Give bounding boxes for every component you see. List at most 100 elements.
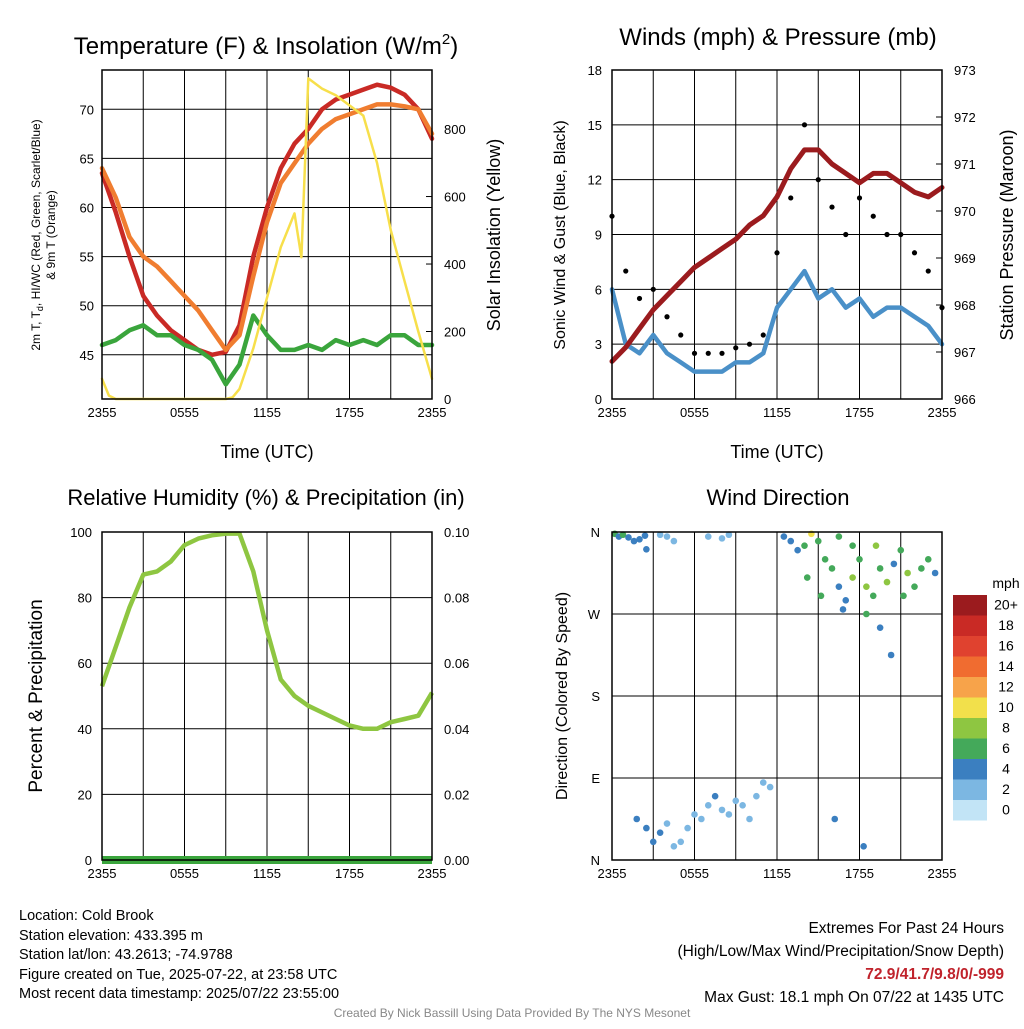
winds-y2tick-label: 968 — [954, 298, 976, 313]
winds-y2tick-label: 973 — [954, 63, 976, 78]
winds-xtick-label: 1755 — [845, 405, 874, 420]
winds-series-1-point — [788, 195, 794, 201]
direction-ytick-label: E — [591, 771, 600, 786]
temperature-plot: 2355 0555 1155 1755 2355 45 50 55 60 65 70 0 200 400 6… — [80, 69, 466, 420]
direction-point — [625, 534, 632, 541]
winds-series-0-line — [609, 268, 945, 374]
direction-colorbar: 20+ 18 16 14 12 10 8 6 4 2 0 — [953, 595, 1018, 821]
direction-ylabel-left: Direction (Colored By Speed) — [554, 592, 571, 800]
direction-xtick-label: 2355 — [928, 866, 957, 881]
temperature-y2tick-label: 200 — [444, 325, 466, 340]
temperature-ytick-label: 65 — [80, 151, 94, 166]
humidity-title: Relative Humidity (%) & Precipitation (i… — [67, 485, 464, 510]
recent-timestamp: Most recent data timestamp: 2025/07/22 2… — [19, 986, 340, 1002]
colorbar-label: 4 — [1002, 761, 1010, 777]
direction-point — [684, 824, 691, 832]
temperature-series-1-line — [99, 102, 435, 353]
temperature-ytick-label: 50 — [80, 299, 94, 314]
direction-point — [835, 533, 843, 540]
direction-point — [904, 569, 911, 577]
winds-series-1-point — [760, 332, 766, 338]
colorbar-label: 18 — [998, 617, 1014, 633]
direction-frame — [611, 531, 943, 861]
station-elevation: Station elevation: 433.395 m — [19, 927, 203, 944]
temperature-xlabel: Time (UTC) — [220, 442, 313, 462]
direction-point — [911, 583, 918, 590]
humidity-ytick-label: 80 — [78, 591, 92, 606]
humidity-ytick-label: 20 — [78, 787, 92, 802]
direction-point — [821, 556, 829, 563]
colorbar-swatch — [953, 615, 987, 636]
direction-point — [839, 606, 847, 613]
direction-panel: Wind Direction 2355 0555 1155 1755 2355NESWN… — [554, 485, 1020, 881]
temperature-title: Temperature (F) & Insolation (W/m2) — [74, 31, 458, 60]
winds-series-1-point — [623, 268, 629, 274]
station-info: Location: Cold Brook Station elevation: … — [19, 907, 339, 1005]
temperature-title-end: ) — [450, 33, 458, 60]
winds-xlabel: Time (UTC) — [730, 442, 823, 462]
colorbar-swatch — [953, 636, 987, 657]
direction-point — [876, 565, 884, 572]
direction-point — [704, 533, 712, 540]
temperature-xtick-label: 2355 — [418, 405, 447, 420]
direction-point — [863, 610, 870, 618]
direction-point — [814, 537, 822, 545]
humidity-series-rh-line — [99, 531, 434, 732]
winds-y2tick-label: 970 — [954, 204, 976, 219]
humidity-ytick-label: 100 — [70, 525, 92, 540]
direction-point — [746, 815, 753, 823]
direction-point — [803, 574, 811, 581]
temperature-series-2-line — [99, 313, 435, 387]
colorbar-swatch — [953, 595, 987, 616]
direction-title: Wind Direction — [706, 485, 849, 510]
winds-xtick-label: 2355 — [598, 405, 627, 420]
colorbar-swatch — [953, 656, 987, 677]
winds-series-1-point — [829, 204, 835, 210]
direction-point — [900, 592, 907, 600]
temperature-y2tick-label: 600 — [444, 190, 466, 205]
direction-point — [663, 533, 671, 540]
direction-point — [619, 531, 627, 539]
temperature-y2tick-label: 800 — [444, 122, 466, 137]
winds-series-1-point — [898, 231, 904, 238]
winds-ytick-label: 15 — [588, 118, 602, 133]
direction-point — [869, 592, 877, 600]
direction-point — [856, 556, 863, 563]
winds-series-1-point — [815, 177, 821, 183]
winds-xtick-label: 0555 — [680, 405, 709, 420]
humidity-ytick-label: 60 — [78, 656, 92, 671]
direction-point — [787, 537, 795, 545]
winds-frame — [611, 69, 943, 400]
humidity-y2tick-label: 0.04 — [444, 722, 469, 737]
humidity-y2tick-label: 0.02 — [444, 787, 469, 802]
humidity-xtick-label: 0555 — [170, 866, 199, 881]
winds-xtick-label: 1155 — [763, 405, 791, 420]
winds-series-1-point — [746, 341, 753, 347]
winds-series-1-point — [856, 195, 863, 201]
direction-point — [633, 815, 641, 823]
winds-series-1-point — [650, 286, 656, 292]
temperature-xtick-label: 0555 — [170, 405, 199, 420]
winds-ytick-label: 3 — [595, 337, 602, 352]
direction-point — [630, 537, 638, 545]
direction-point — [732, 797, 740, 805]
direction-ytick-label: N — [591, 525, 600, 540]
direction-point — [794, 546, 801, 554]
winds-plot: 2355 0555 1155 1755 235503691215189669679689… — [588, 63, 976, 420]
direction-point — [711, 792, 719, 800]
extremes-info: Extremes For Past 24 Hours (High/Low/Max… — [678, 917, 1005, 1009]
colorbar-label: 14 — [998, 658, 1014, 674]
direction-point — [643, 546, 650, 553]
direction-point — [931, 569, 939, 577]
colorbar-swatch — [953, 697, 987, 718]
humidity-y2tick-label: 0.00 — [444, 853, 469, 868]
colorbar-label: 12 — [998, 679, 1014, 695]
temperature-ylabel-rest: , HI/WC (Red, Green, Scarlet/Blue) — [29, 119, 43, 306]
humidity-ytick-label: 40 — [78, 722, 92, 737]
max-gust: Max Gust: 18.1 mph On 07/22 at 1435 UTC — [704, 989, 1004, 1006]
direction-point — [718, 535, 726, 542]
winds-series-1-point — [884, 231, 890, 238]
